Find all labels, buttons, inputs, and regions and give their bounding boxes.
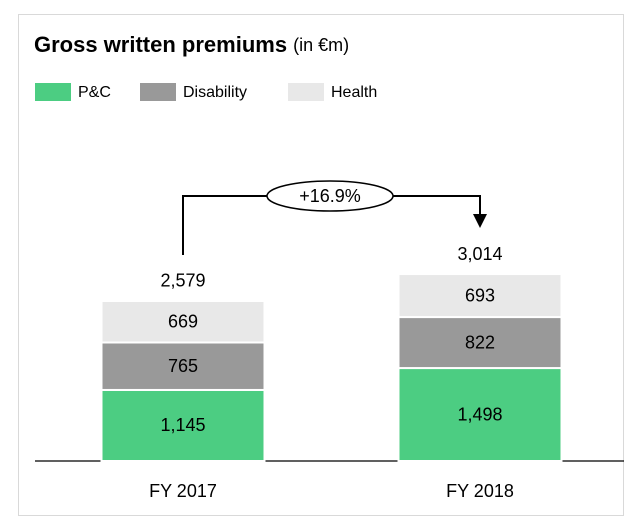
annotation: +16.9% [299, 186, 361, 206]
bar-segment [100, 341, 266, 391]
segment-label: 693 [465, 285, 495, 305]
legend-swatch [35, 83, 71, 101]
chart-title: Gross written premiums [34, 32, 287, 57]
total-label: 2,579 [160, 271, 205, 291]
bar-segment [100, 299, 266, 344]
legend-label: Health [331, 84, 377, 101]
segment-label: 1,498 [457, 404, 502, 424]
segment-label: 1,145 [160, 415, 205, 435]
legend-swatch [140, 83, 176, 101]
x-tick-label: FY 2017 [149, 481, 217, 501]
bar-segment [397, 316, 563, 370]
legend-swatch [288, 83, 324, 101]
bar-segment [100, 388, 266, 462]
chart-title-group: Gross written premiums (in €m) [34, 32, 349, 57]
legend-label: Disability [183, 84, 247, 101]
bar-segment [397, 367, 563, 462]
bar-segment [397, 273, 563, 319]
annotation-ellipse [266, 180, 394, 212]
x-tick-label: FY 2018 [446, 481, 514, 501]
segment-label: 822 [465, 332, 495, 352]
arrow-head [473, 214, 487, 228]
segment-label: 765 [168, 356, 198, 376]
segment-label: 669 [168, 311, 198, 331]
chart-subtitle: (in €m) [293, 35, 349, 55]
total-label: 3,014 [457, 244, 502, 264]
legend-label: P&C [78, 84, 111, 101]
